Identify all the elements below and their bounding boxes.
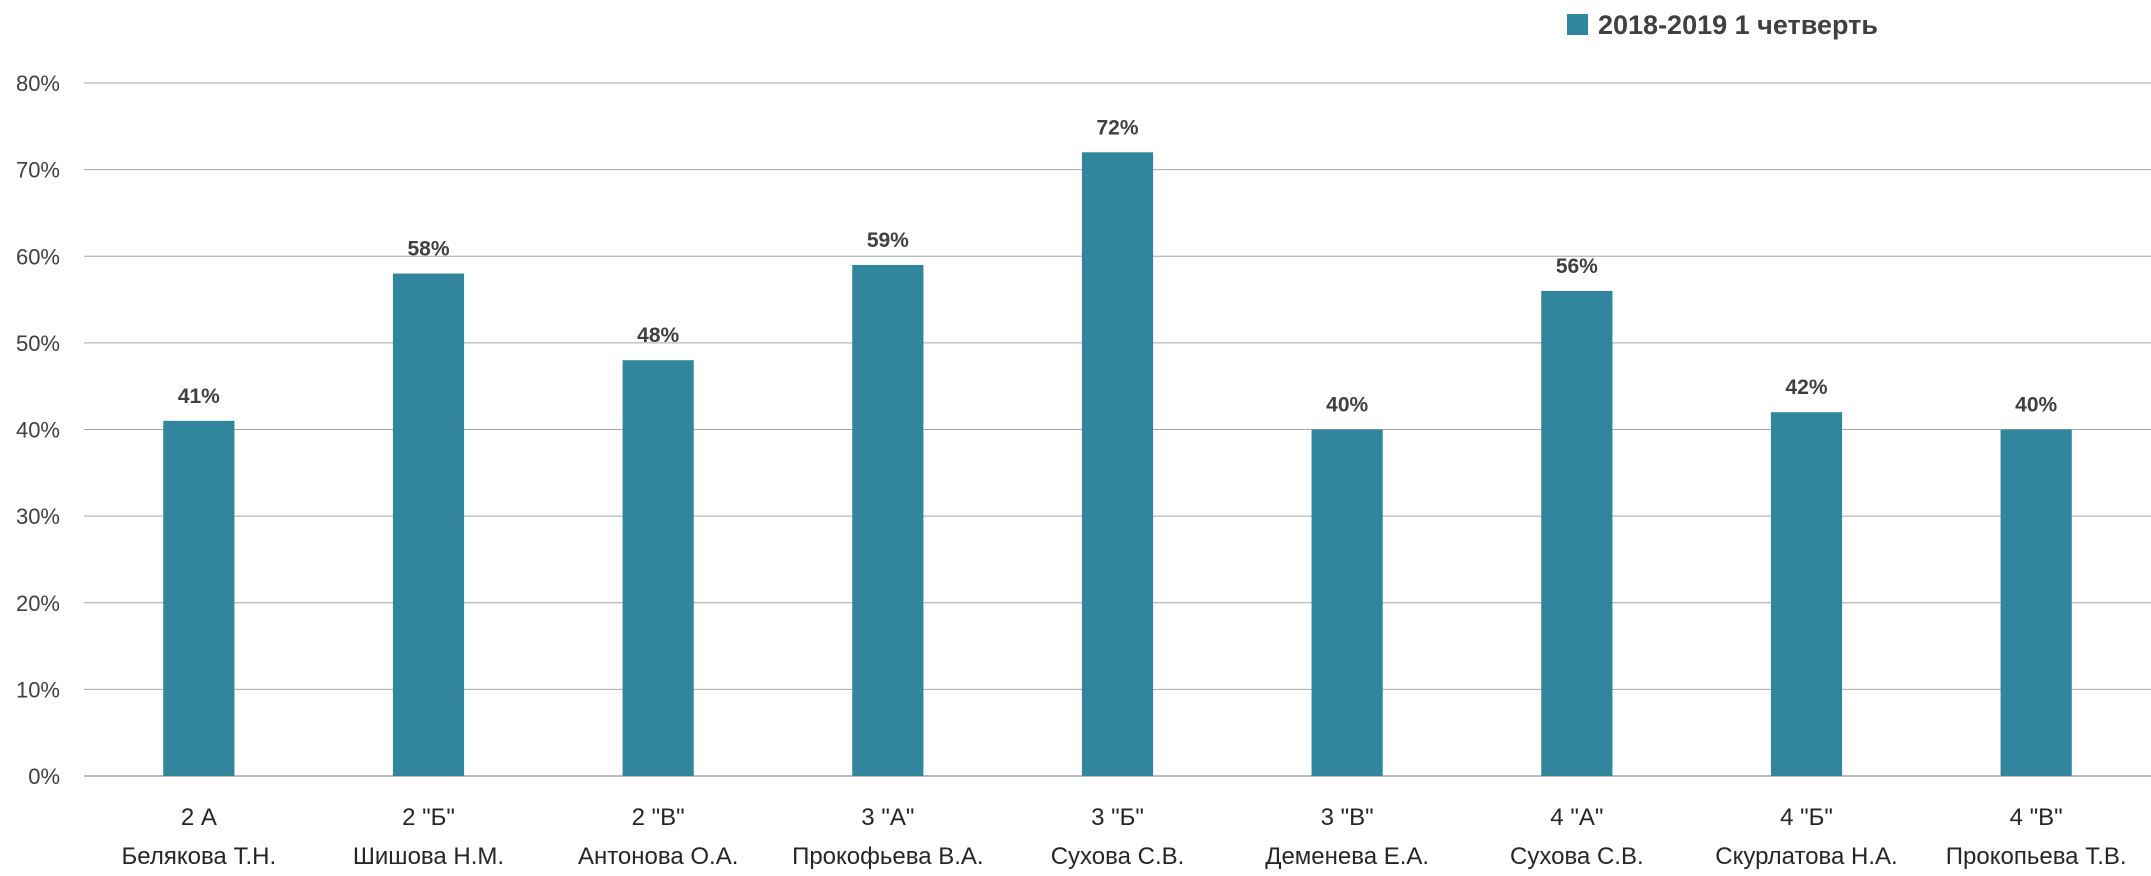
x-tick-label-class: 3 "В" [1321, 804, 1374, 831]
data-label: 41% [178, 385, 220, 408]
legend-label: 2018-2019 1 четверть [1598, 10, 1878, 40]
data-label: 58% [407, 238, 449, 261]
y-tick-label: 10% [16, 677, 60, 702]
x-tick-label-teacher: Антонова О.А. [578, 843, 738, 870]
y-tick-label: 50% [16, 331, 60, 356]
data-label: 59% [867, 229, 909, 252]
x-tick-label-teacher: Шишова Н.М. [353, 843, 504, 870]
bar [392, 273, 465, 776]
x-tick-label-class: 2 А [181, 804, 217, 831]
x-tick-label-class: 3 "Б" [1091, 804, 1144, 831]
x-tick-label-class: 2 "В" [632, 804, 685, 831]
x-tick-label-class: 4 "Б" [1780, 804, 1833, 831]
data-label: 42% [1785, 376, 1827, 399]
data-labels: 41% 58% 48% 59% 72% 40% 56% 42% 40% [178, 116, 2058, 416]
legend: 2018-2019 1 четверть [1567, 10, 1878, 40]
data-label: 56% [1556, 255, 1598, 278]
y-tick-label: 60% [16, 244, 60, 269]
bar [622, 360, 694, 776]
x-tick-label-class: 3 "А" [861, 804, 914, 831]
data-label: 48% [637, 324, 679, 347]
bar [163, 420, 235, 776]
y-axis-tick-labels: 0% 10% 20% 30% 40% 50% 60% 70% 80% [16, 71, 60, 789]
y-tick-label: 40% [16, 418, 60, 443]
x-tick-label-class: 4 "А" [1550, 804, 1603, 831]
x-tick-label-class: 2 "Б" [402, 804, 455, 831]
bar [852, 264, 924, 776]
bars [163, 152, 2072, 777]
x-tick-label-teacher: Сухова С.В. [1510, 843, 1644, 870]
bar [1311, 429, 1383, 776]
data-label: 40% [2015, 394, 2057, 417]
x-tick-label-teacher: Белякова Т.Н. [122, 843, 277, 870]
y-tick-label: 70% [16, 158, 60, 183]
bar [1770, 412, 1843, 776]
x-tick-label-teacher: Сухова С.В. [1051, 843, 1185, 870]
x-tick-label-teacher: Деменева Е.А. [1265, 843, 1429, 870]
y-tick-label: 20% [16, 591, 60, 616]
data-label: 40% [1326, 394, 1368, 417]
x-tick-label-teacher: Прокопьева Т.В. [1946, 843, 2127, 870]
x-tick-label-teacher: Прокофьева В.А. [792, 843, 984, 870]
y-tick-label: 30% [16, 504, 60, 529]
bar [2000, 429, 2072, 776]
x-tick-label-teacher: Скурлатова Н.А. [1715, 843, 1897, 870]
data-label: 72% [1096, 116, 1138, 139]
x-axis-category-labels: 2 А Белякова Т.Н. 2 "Б" Шишова Н.М. 2 "В" Ант… [122, 804, 2127, 870]
y-tick-label: 0% [28, 764, 60, 789]
y-tick-label: 80% [16, 71, 60, 96]
bar [1541, 290, 1613, 776]
legend-swatch [1567, 14, 1588, 35]
x-tick-label-class: 4 "В" [2010, 804, 2063, 831]
bar [1081, 152, 1154, 777]
